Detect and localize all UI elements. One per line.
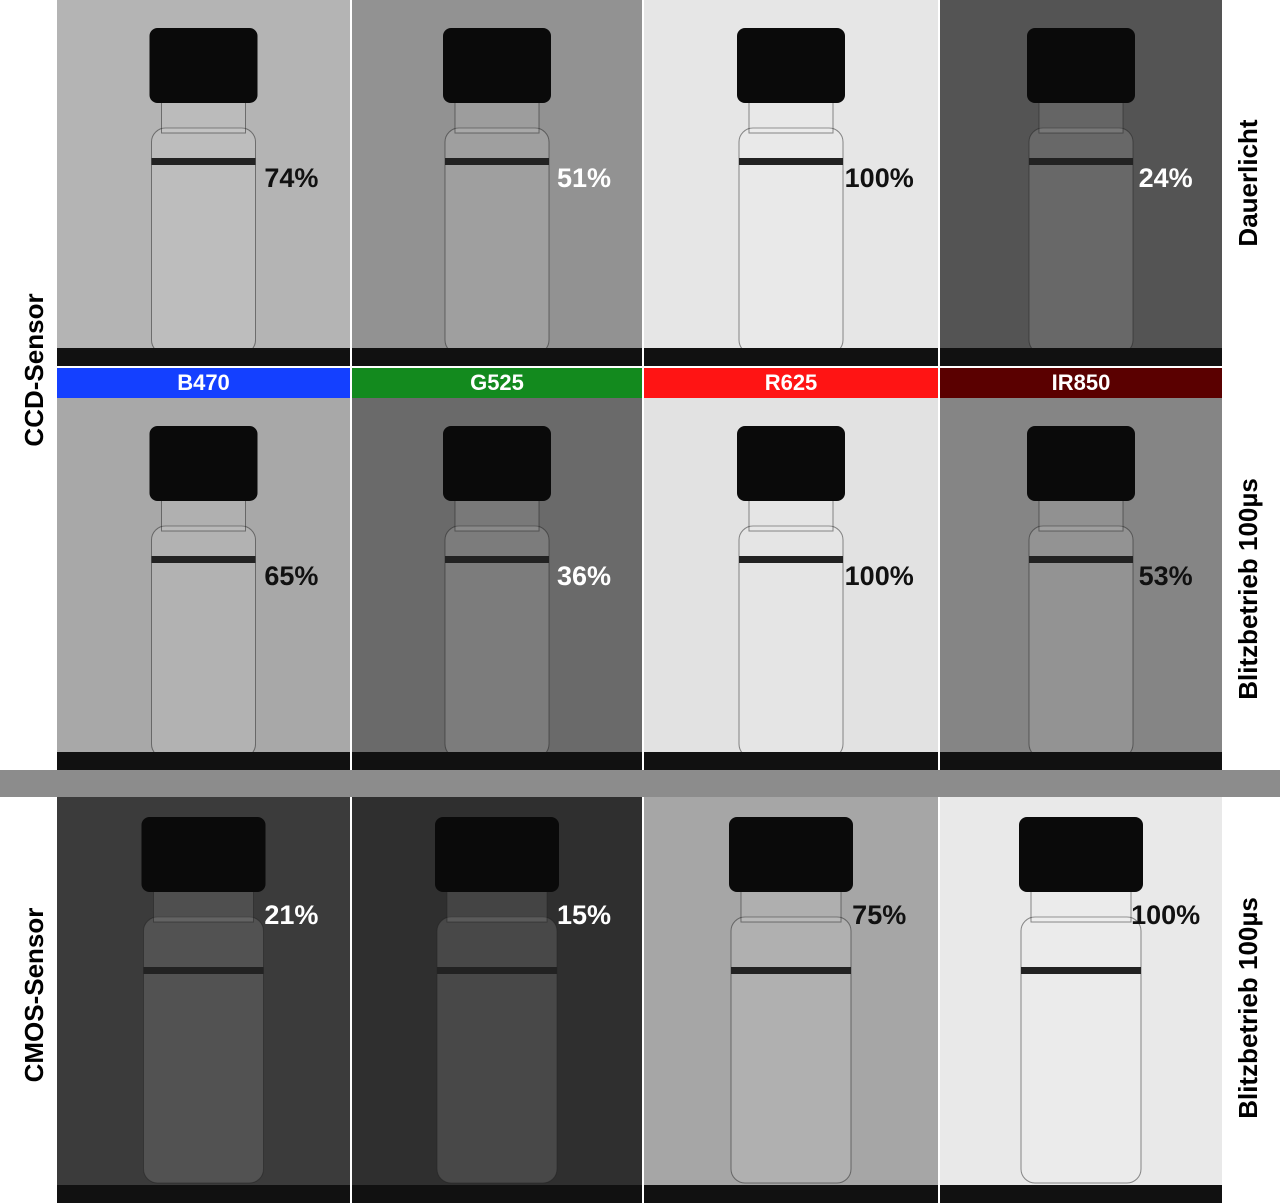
filter-label: R625: [765, 370, 818, 395]
vial-cap: [1027, 426, 1135, 501]
vial-band: [437, 967, 557, 974]
vial-cap: [149, 426, 258, 501]
percentage: 100%: [845, 163, 914, 193]
floor: [352, 752, 642, 770]
percentage: 15%: [557, 900, 611, 930]
vial-neck: [446, 886, 548, 923]
percentage: 53%: [1139, 561, 1193, 591]
floor: [644, 1185, 938, 1203]
vial-neck: [740, 886, 842, 923]
vial-neck: [161, 97, 246, 134]
vial-cap: [737, 426, 845, 501]
vial-cap: [729, 817, 853, 892]
vial-cap: [1019, 817, 1143, 892]
vial-neck: [454, 495, 540, 532]
percentage: 100%: [845, 561, 914, 591]
vial-band: [151, 556, 256, 563]
floor: [644, 348, 938, 366]
sensor-label: CCD-Sensor: [19, 293, 49, 446]
filter-label: G525: [470, 370, 524, 395]
vial-neck: [161, 495, 246, 532]
percentage: 24%: [1139, 163, 1193, 193]
vial-cap: [443, 426, 551, 501]
vial-neck: [153, 886, 254, 923]
vial-band: [739, 556, 843, 563]
floor: [940, 1185, 1222, 1203]
vial-band: [143, 967, 264, 974]
percentage: 51%: [557, 163, 611, 193]
floor: [352, 348, 642, 366]
vial-band: [739, 158, 843, 165]
vial-cap: [435, 817, 559, 892]
filter-bar: [57, 368, 350, 398]
floor: [57, 1185, 350, 1203]
vial-cap: [443, 28, 551, 103]
vial-band: [1029, 556, 1133, 563]
vial-cap: [141, 817, 266, 892]
vial-neck: [748, 97, 834, 134]
vial-neck: [454, 97, 540, 134]
vial-cap: [149, 28, 258, 103]
vial-cap: [737, 28, 845, 103]
vial-neck: [1038, 97, 1124, 134]
mode-label: Blitzbetrieb 100µs: [1233, 478, 1263, 700]
floor: [57, 752, 350, 770]
vial-body: [143, 916, 264, 1184]
vial-cap: [1027, 28, 1135, 103]
filter-bar: [644, 368, 938, 398]
vial-band: [731, 967, 851, 974]
vial-body: [730, 916, 852, 1184]
percentage: 74%: [264, 163, 318, 193]
vial-neck: [1038, 495, 1124, 532]
vial-body: [436, 916, 558, 1184]
floor: [940, 752, 1222, 770]
vial-band: [445, 556, 549, 563]
filter-bar: [940, 368, 1222, 398]
floor: [644, 752, 938, 770]
mode-label: Blitzbetrieb 100µs: [1233, 897, 1263, 1119]
percentage: 75%: [852, 900, 906, 930]
filter-bar: [352, 368, 642, 398]
vial-neck: [1030, 886, 1132, 923]
percentage: 65%: [264, 561, 318, 591]
percentage: 21%: [264, 900, 318, 930]
vial-band: [445, 158, 549, 165]
sensor-label: CMOS-Sensor: [19, 908, 49, 1083]
vial-body: [1020, 916, 1142, 1184]
vial-neck: [748, 495, 834, 532]
vial-band: [1021, 967, 1141, 974]
percentage: 36%: [557, 561, 611, 591]
floor: [352, 1185, 642, 1203]
vial-band: [1029, 158, 1133, 165]
mode-label: Dauerlicht: [1233, 119, 1263, 246]
filter-label: IR850: [1052, 370, 1111, 395]
percentage: 100%: [1131, 900, 1200, 930]
floor: [57, 348, 350, 366]
filter-label: B470: [177, 370, 230, 395]
separator: [0, 770, 1280, 797]
floor: [940, 348, 1222, 366]
vial-band: [151, 158, 256, 165]
